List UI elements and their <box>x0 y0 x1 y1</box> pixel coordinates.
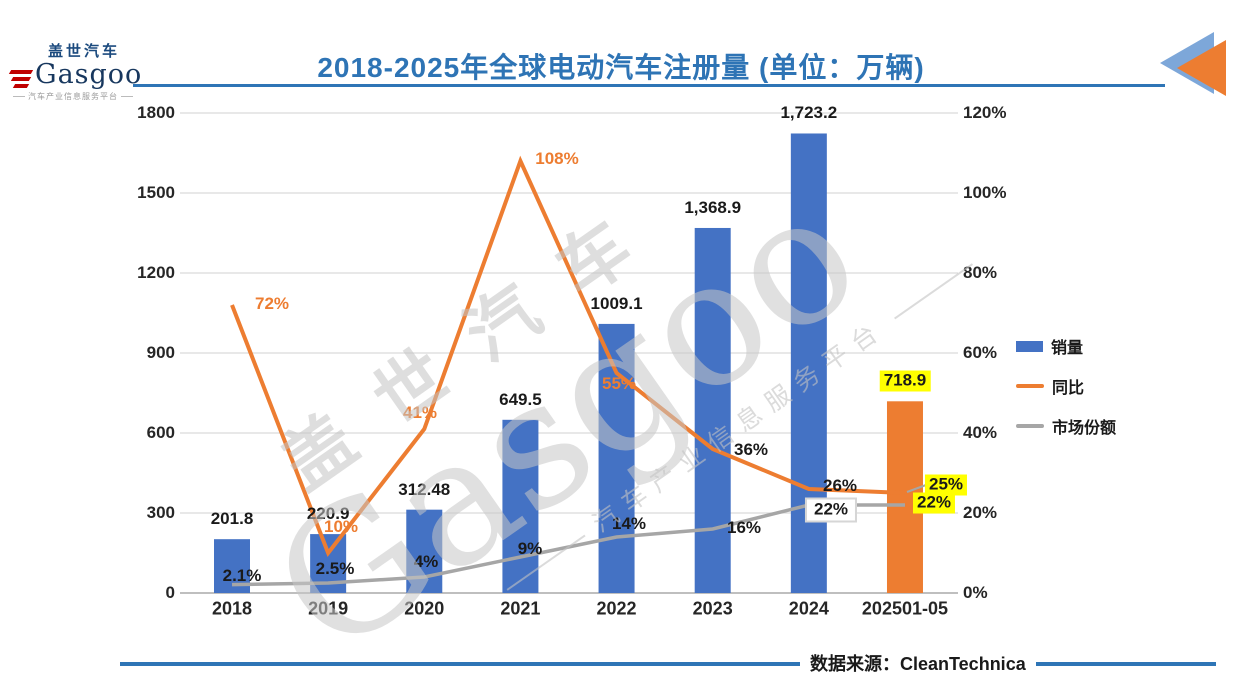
sales-bar-2024 <box>790 133 827 594</box>
legend-item-sales: 销量 <box>1016 326 1116 366</box>
sales-bar-2020 <box>406 509 443 593</box>
gray-line-swatch-icon <box>1016 424 1044 428</box>
legend-item-share: 市场份额 <box>1016 406 1116 446</box>
legend-label-sales: 销量 <box>1051 340 1084 357</box>
logo-english-name: Gasgoo <box>35 59 143 90</box>
orange-line-swatch-icon <box>1016 384 1044 388</box>
logo-tagline: 汽车产业信息服务平台 <box>10 91 140 102</box>
market-share-line <box>231 503 905 587</box>
corner-arrow-orange-icon <box>1177 40 1226 96</box>
sales-bar-2022 <box>598 323 635 593</box>
logo-chinese-name: 盖世汽车 <box>48 43 121 60</box>
legend-label-yoy: 同比 <box>1052 380 1085 397</box>
sales-bar-2023 <box>694 227 731 593</box>
sales-bar-202501-05 <box>886 401 923 593</box>
bar-swatch-icon <box>1016 340 1043 352</box>
gasgoo-logo: 盖世汽车 Gasgoo 汽车产业信息服务平台 <box>8 40 143 102</box>
yoy-line <box>230 155 906 558</box>
chart-title: 2018-2025年全球电动汽车注册量 (单位：万辆) <box>317 52 925 83</box>
logo-wordmark: Gasgoo <box>8 59 143 90</box>
legend: 销量 同比 市场份额 <box>1016 326 1116 446</box>
sales-bar-2021 <box>502 419 539 593</box>
legend-item-yoy: 同比 <box>1016 366 1116 406</box>
title-underline <box>133 84 1165 87</box>
legend-label-share: 市场份额 <box>1052 420 1117 437</box>
footer-divider <box>120 662 1216 666</box>
label-leader-line <box>906 484 927 493</box>
data-source-label: 数据来源：CleanTechnica <box>800 650 1036 676</box>
